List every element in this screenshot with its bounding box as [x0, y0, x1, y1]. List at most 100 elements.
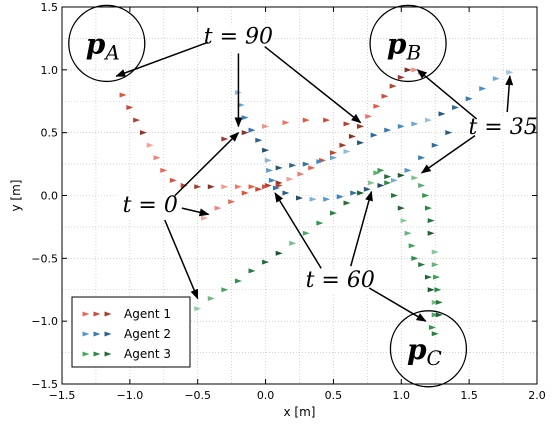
- y-tick-label: −1.0: [31, 315, 58, 328]
- series-3-point: [194, 306, 202, 312]
- annotation-bg: [116, 193, 185, 220]
- annotation-arrow: [505, 75, 514, 113]
- series-3-point: [418, 182, 426, 188]
- series-2-point: [438, 111, 446, 117]
- series-3-point: [422, 193, 430, 198]
- series-2-point: [377, 182, 385, 188]
- series-1-point: [248, 184, 256, 190]
- series-1-point: [153, 155, 161, 161]
- annotation-text: t = 90: [204, 24, 273, 49]
- series-2-point: [492, 76, 500, 82]
- series-3-point: [207, 296, 215, 302]
- series-1-point: [275, 182, 283, 188]
- legend-marker-1: [104, 311, 112, 317]
- series-2-point: [391, 177, 398, 183]
- series-2-point: [289, 162, 297, 168]
- series-2-point: [329, 155, 337, 161]
- series-3-point: [431, 312, 439, 318]
- annotation-bg: [469, 115, 538, 142]
- annotation-arrow: [350, 190, 373, 267]
- series-2-point: [241, 115, 249, 121]
- series-3-point: [411, 255, 419, 261]
- series-3-point: [429, 324, 436, 330]
- legend-label-3: Agent 3: [124, 347, 171, 361]
- series-1-point: [241, 130, 249, 136]
- series-3-point: [427, 218, 435, 224]
- series-1-point: [241, 190, 249, 196]
- series-3-point: [221, 287, 229, 293]
- series-2-point: [262, 147, 270, 153]
- legend-label-2: Agent 2: [124, 327, 171, 341]
- series-1-point: [228, 199, 236, 205]
- series-2-point: [404, 167, 412, 173]
- y-tick-label: 1.5: [41, 1, 59, 14]
- series-1-point: [381, 93, 389, 99]
- series-3-point: [404, 230, 412, 236]
- series-2-point: [384, 127, 392, 133]
- series-3-point: [343, 200, 351, 206]
- goal-circle-a: [68, 4, 146, 83]
- series-1-point: [169, 177, 177, 183]
- series-1-point: [139, 130, 147, 136]
- series-3-point: [316, 220, 324, 226]
- y-tick-label: −0.5: [31, 252, 58, 265]
- series-1-point: [302, 117, 310, 123]
- tick-labels: −1.5 −1.0 −0.5 0.0 0.5 1.0 1.5 2.0 −1.5 −1.0 −0.5 0…: [9, 1, 546, 419]
- series-1-point: [262, 123, 270, 129]
- annotation-text: t = 0: [123, 193, 178, 218]
- series-3-point: [435, 312, 443, 318]
- series-3-point: [373, 170, 381, 176]
- series-3-point: [411, 175, 419, 181]
- goal-label-a: pA: [86, 27, 120, 64]
- series-1-point: [207, 184, 215, 190]
- series-3-point: [302, 230, 310, 236]
- series-3-point: [275, 250, 283, 256]
- series-1-point: [146, 142, 154, 148]
- series-2-point: [418, 155, 426, 161]
- series-1-point: [411, 67, 419, 73]
- annotation-bg: [204, 25, 273, 52]
- series-3-point: [431, 299, 439, 305]
- series-2-point: [452, 105, 460, 111]
- series-2-point: [424, 117, 432, 123]
- annotation-text: t = 35: [468, 115, 537, 140]
- series-1-point: [389, 83, 397, 89]
- legend-marker-1: [82, 311, 90, 317]
- series-1-point: [194, 184, 202, 190]
- series-2-point: [323, 196, 331, 202]
- series-2-point: [237, 102, 245, 108]
- annotation-arrow: [274, 192, 322, 269]
- series-3-point: [289, 240, 297, 246]
- goal-circle-c: [389, 310, 468, 388]
- series-2-point: [350, 190, 358, 196]
- goal-circle-b: [369, 4, 447, 83]
- series-3-point: [427, 230, 435, 236]
- goal-label-b: pB: [387, 27, 421, 64]
- series-2-point: [248, 127, 256, 133]
- annotation-bg: [306, 269, 375, 296]
- series-3-point: [408, 243, 416, 249]
- x-tick-label: 1.5: [460, 389, 478, 402]
- series-3-point: [424, 274, 432, 280]
- annotation-arrow: [368, 287, 427, 322]
- series-3-point: [424, 205, 432, 211]
- series-1-point: [234, 184, 242, 190]
- legend-marker-3: [82, 351, 90, 357]
- series-1-point: [221, 184, 229, 190]
- series-2-point: [506, 69, 514, 75]
- series-1-point: [343, 121, 351, 127]
- series-2-point: [370, 132, 378, 138]
- series-3-point: [262, 259, 270, 265]
- y-axis-label: y [m]: [9, 180, 23, 212]
- series-1-point: [329, 150, 337, 156]
- series-2-point: [445, 130, 453, 136]
- series-3-point: [357, 190, 365, 196]
- series-3-point: [384, 174, 392, 180]
- series-3-point: [431, 249, 439, 255]
- y-tick-label: 0.0: [41, 190, 59, 203]
- series-3-point: [435, 299, 443, 305]
- annotation-arrow: [181, 207, 210, 217]
- series-3-point: [248, 268, 256, 274]
- series-1-point: [221, 136, 229, 142]
- series-2-point: [272, 185, 280, 191]
